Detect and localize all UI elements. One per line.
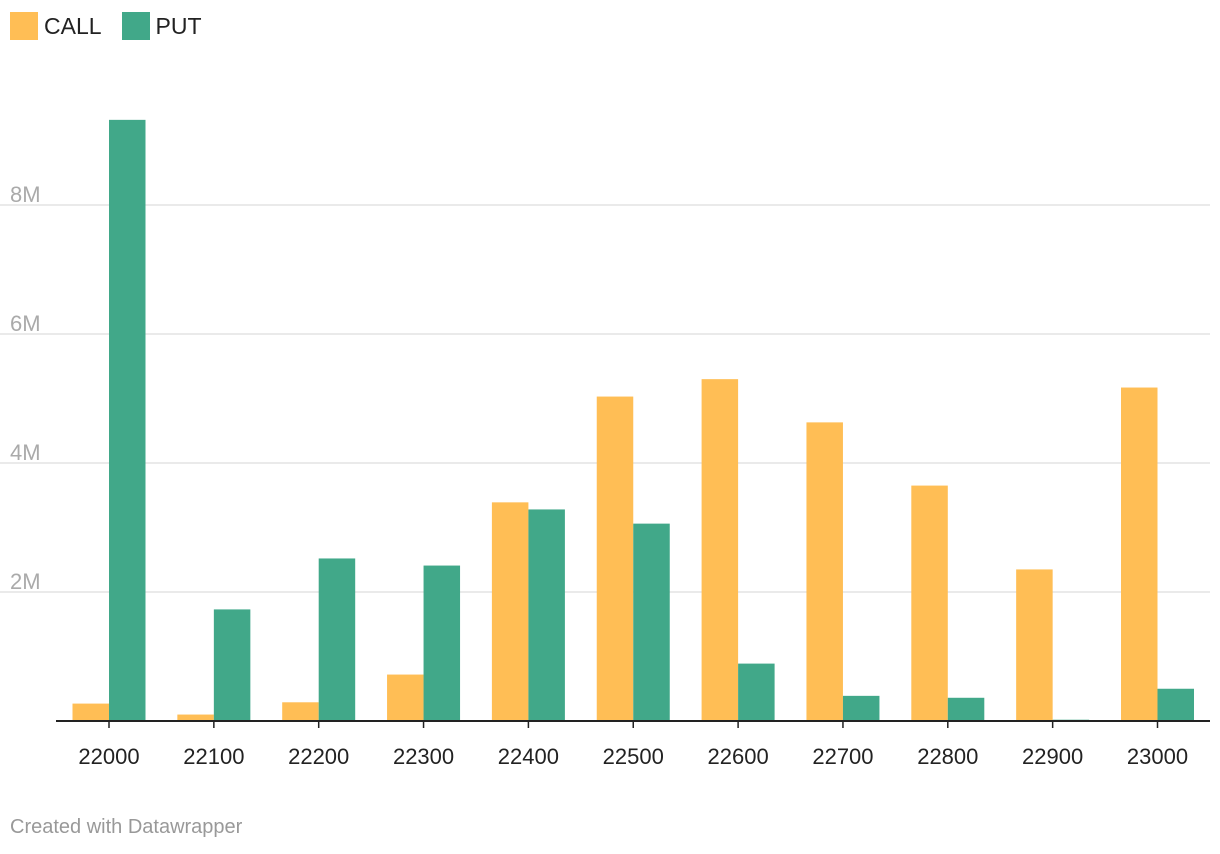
legend-swatch-call (10, 12, 38, 40)
bar-put-22400 (528, 509, 565, 721)
bar-call-22300 (387, 674, 424, 721)
x-tick-label-22600: 22600 (708, 744, 769, 769)
bar-call-22600 (701, 379, 739, 721)
x-tick-label-22200: 22200 (288, 744, 349, 769)
x-tick-label-23000: 23000 (1127, 744, 1188, 769)
x-tick-label-22300: 22300 (393, 744, 454, 769)
bar-put-22200 (318, 558, 356, 721)
x-tick-label-22900: 22900 (1022, 744, 1083, 769)
bar-put-22100 (213, 609, 251, 721)
bar-call-22400 (491, 502, 529, 721)
bar-put-22600 (738, 663, 775, 721)
y-tick-label-6M: 6M (10, 311, 41, 336)
x-tick-label-22500: 22500 (603, 744, 664, 769)
y-tick-label-4M: 4M (10, 440, 41, 465)
bar-call-22800 (911, 485, 948, 721)
bar-call-22900 (1016, 569, 1053, 721)
legend: CALL PUT (10, 12, 222, 40)
x-tick-label-22100: 22100 (183, 744, 244, 769)
legend-label-put: PUT (155, 12, 202, 39)
bar-call-23000 (1121, 387, 1158, 721)
x-tick-label-22700: 22700 (812, 744, 873, 769)
y-tick-label-2M: 2M (10, 569, 41, 594)
x-tick-label-22000: 22000 (78, 744, 139, 769)
bar-put-22000 (109, 119, 146, 722)
bar-call-22700 (806, 422, 843, 721)
bar-call-22200 (282, 702, 319, 721)
x-tick-label-22800: 22800 (917, 744, 978, 769)
bar-call-22500 (596, 396, 634, 721)
bar-put-22500 (633, 523, 670, 721)
y-tick-label-8M: 8M (10, 182, 41, 207)
legend-swatch-put (121, 12, 150, 40)
legend-item-put: PUT (121, 12, 202, 40)
legend-item-call: CALL (10, 12, 102, 40)
bar-put-22300 (423, 565, 461, 721)
bar-call-22100 (177, 714, 214, 721)
footer-credit: Created with Datawrapper (10, 816, 243, 838)
legend-label-call: CALL (44, 12, 102, 39)
bar-put-22700 (842, 695, 880, 721)
bar-put-22800 (947, 697, 985, 721)
x-tick-label-22400: 22400 (498, 744, 559, 769)
bar-call-22000 (72, 703, 109, 721)
bar-put-23000 (1157, 688, 1194, 721)
